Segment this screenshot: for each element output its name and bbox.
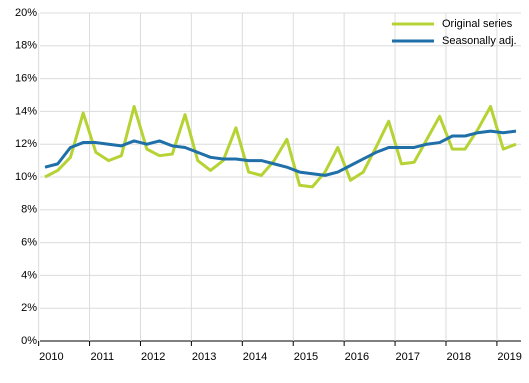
y-tick-label: 10% xyxy=(15,171,37,183)
y-tick-label: 12% xyxy=(15,138,37,150)
legend-label: Seasonally adj. xyxy=(442,35,517,47)
x-tick-label: 2016 xyxy=(345,351,369,363)
series-line xyxy=(44,129,517,177)
y-tick-label: 6% xyxy=(21,237,37,249)
y-tick-label: 2% xyxy=(21,302,37,314)
y-tick-label: 18% xyxy=(15,40,37,52)
x-tick-label: 2012 xyxy=(141,351,165,363)
series-line xyxy=(44,104,517,189)
x-tick-label: 2017 xyxy=(396,351,420,363)
y-tick-label: 0% xyxy=(21,335,37,347)
x-tick-label: 2018 xyxy=(446,351,470,363)
legend-label: Original series xyxy=(442,18,513,30)
y-tick-label: 20% xyxy=(15,7,37,19)
y-tick-label: 16% xyxy=(15,73,37,85)
y-tick-label: 14% xyxy=(15,105,37,117)
x-tick-label: 2013 xyxy=(192,351,216,363)
x-tick-label: 2015 xyxy=(294,351,318,363)
y-tick-label: 4% xyxy=(21,269,37,281)
y-tick-label: 8% xyxy=(21,204,37,216)
x-tick-label: 2011 xyxy=(90,351,114,363)
x-tick-label: 2010 xyxy=(39,351,63,363)
x-tick-label: 2019 xyxy=(497,351,521,363)
x-tick-label: 2014 xyxy=(243,351,267,363)
